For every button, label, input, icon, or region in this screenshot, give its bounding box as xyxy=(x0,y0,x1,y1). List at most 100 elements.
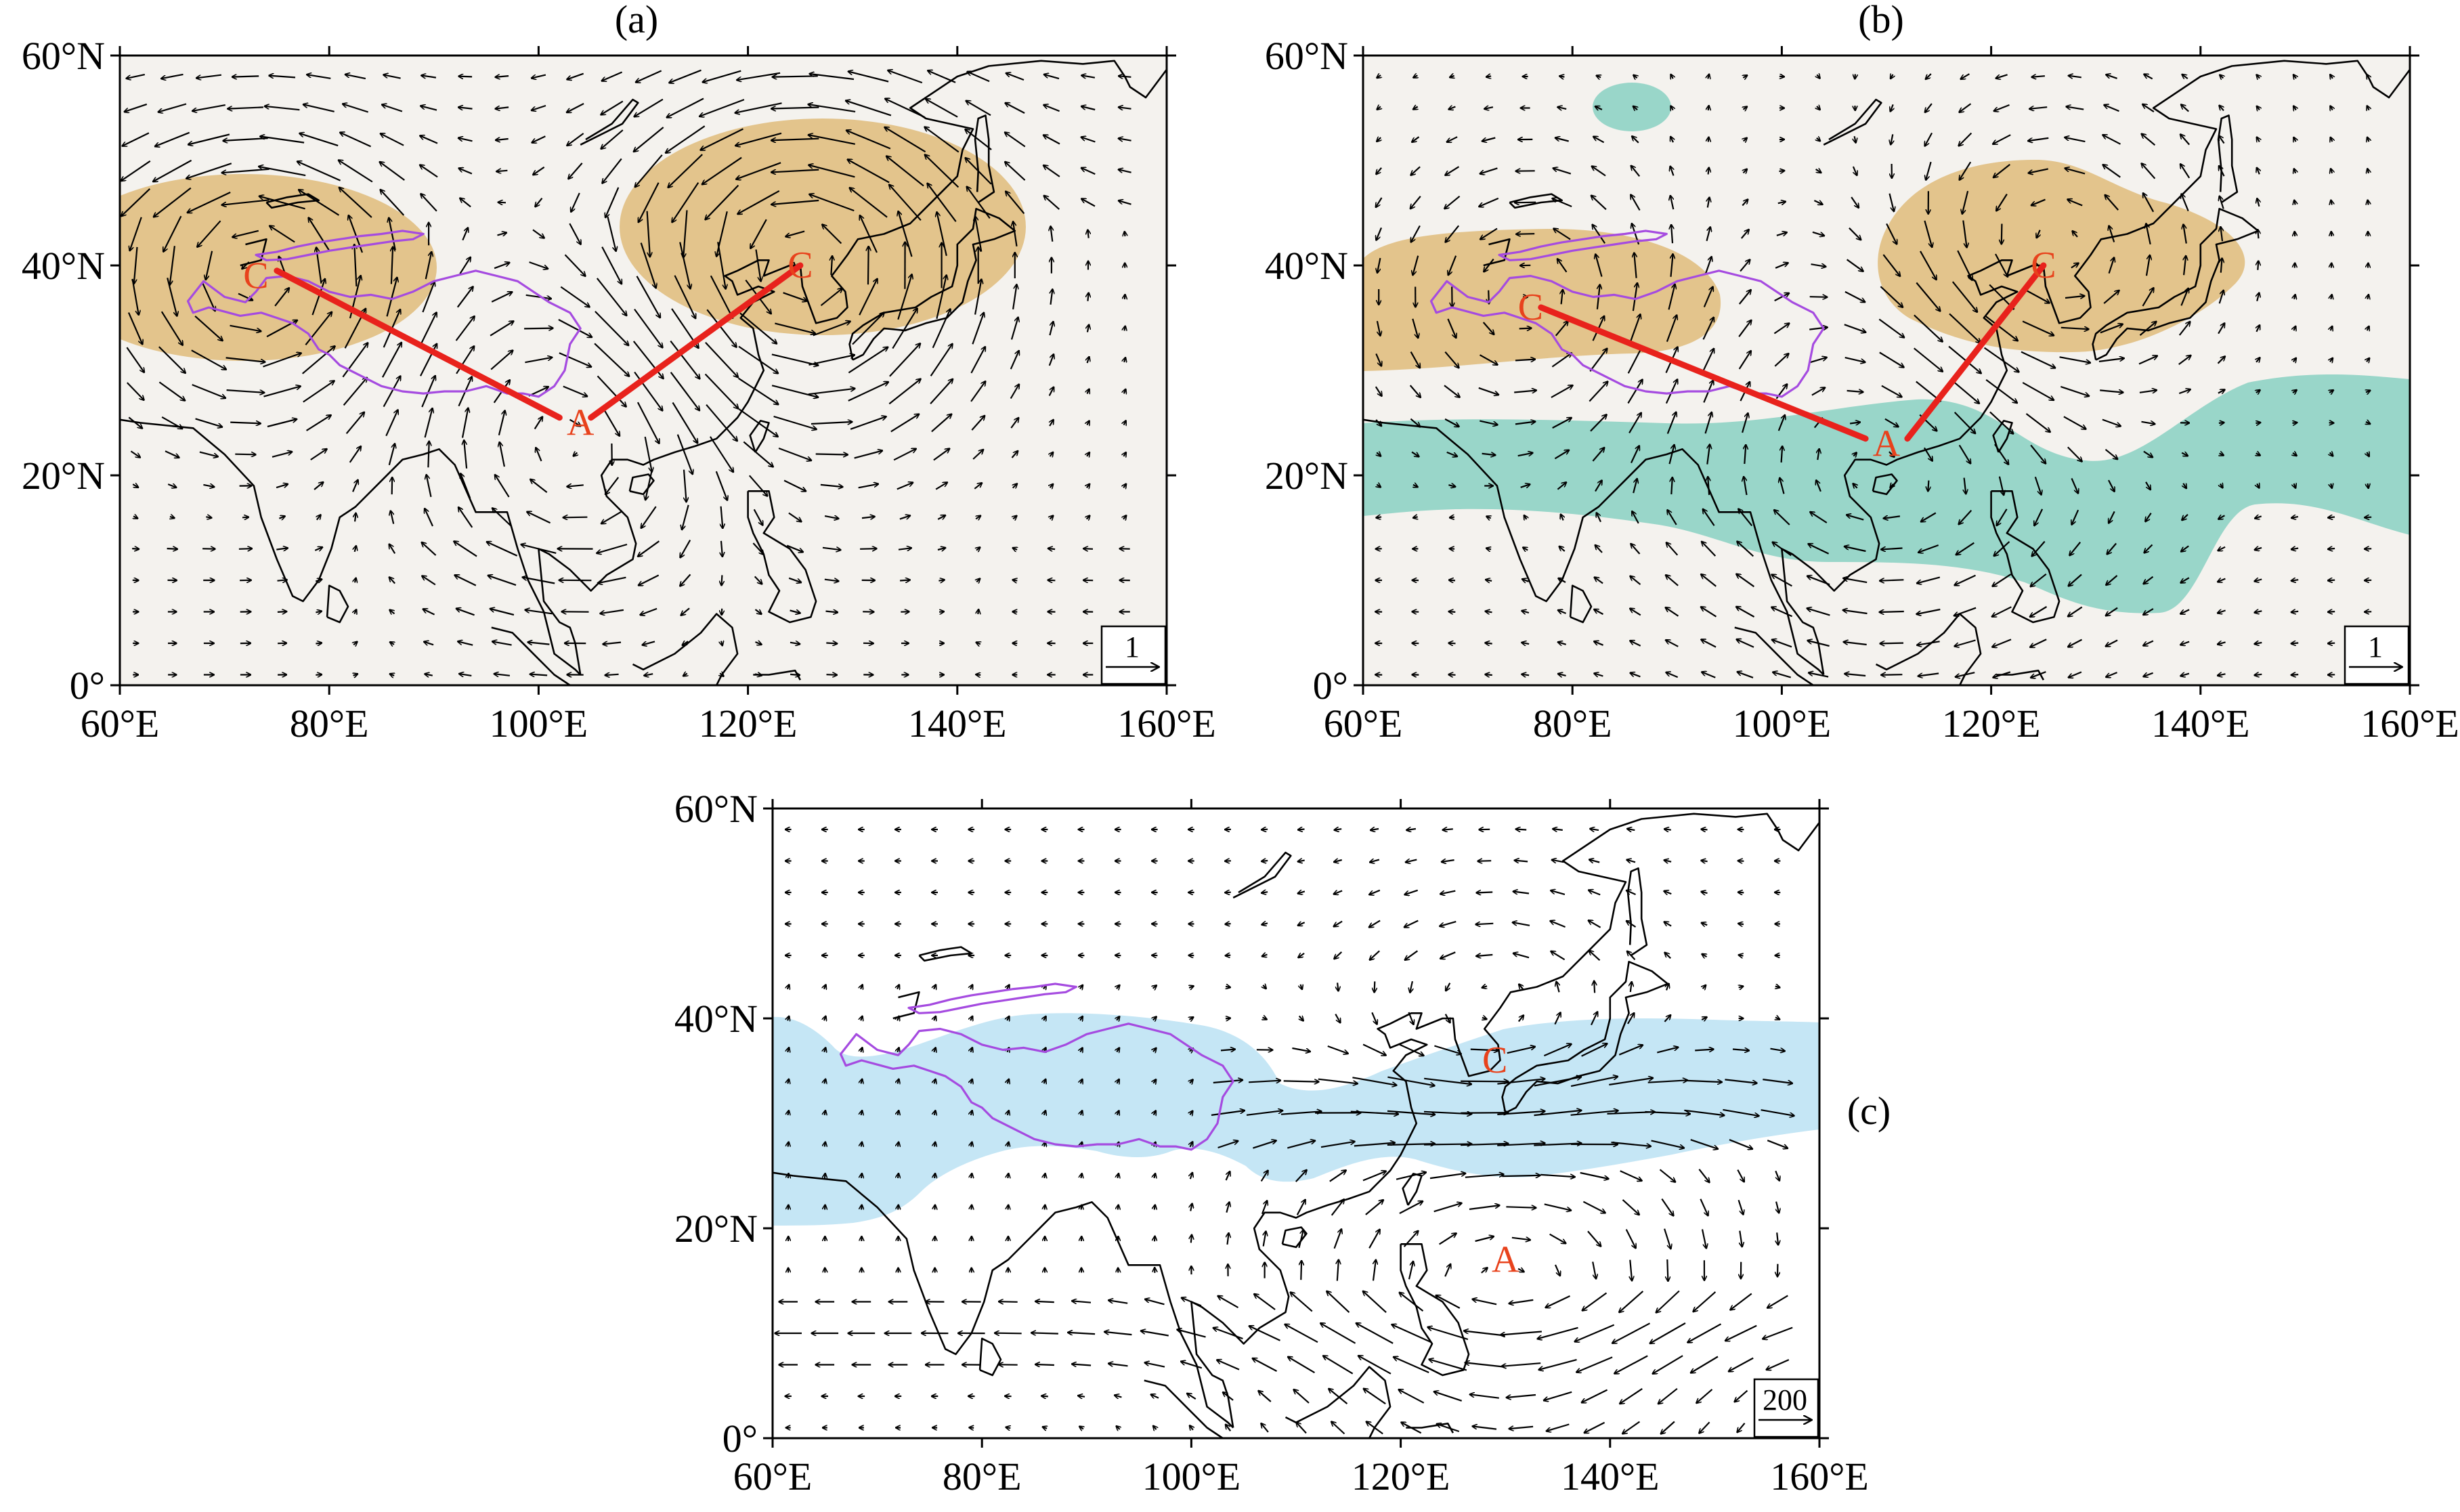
wind-vector xyxy=(154,187,192,217)
wind-vector xyxy=(456,609,475,616)
wind-vector xyxy=(932,309,951,349)
wind-vector xyxy=(1844,324,1866,332)
wind-vector xyxy=(276,548,288,549)
wind-vector xyxy=(2330,74,2333,79)
wind-vector xyxy=(339,188,372,218)
wind-vector xyxy=(1010,418,1018,429)
wind-vector xyxy=(1448,255,1457,276)
anticyclone-center-label: A xyxy=(1492,1239,1519,1281)
wind-vector xyxy=(238,548,252,549)
wind-vector xyxy=(1701,829,1708,830)
wind-vector xyxy=(1882,254,1900,276)
wind-vector xyxy=(459,674,472,676)
wind-vector xyxy=(1959,132,1972,146)
wind-vector xyxy=(2218,323,2224,334)
wind-vector xyxy=(634,98,664,117)
wind-vector xyxy=(127,74,146,79)
wind-vector xyxy=(459,257,471,274)
wind-vector xyxy=(1777,415,1785,431)
wind-vector xyxy=(560,286,589,307)
wind-vector xyxy=(750,219,767,249)
wind-vector xyxy=(822,548,841,550)
panel-a-cyclone-shading-east xyxy=(620,118,1026,335)
wind-vector xyxy=(1083,548,1094,549)
wind-vector xyxy=(425,509,434,527)
wind-vector xyxy=(1449,611,1456,612)
wind-vector xyxy=(2098,358,2124,362)
wind-vector xyxy=(601,246,622,284)
wind-vector xyxy=(1448,107,1456,110)
wind-vector xyxy=(2029,168,2049,173)
wind-vector xyxy=(532,74,546,79)
wind-vector xyxy=(2065,296,2085,298)
wind-vector xyxy=(525,294,551,299)
wind-vector xyxy=(930,379,953,404)
wind-vector xyxy=(1013,548,1018,550)
wind-vector xyxy=(1043,105,1060,112)
wind-vector xyxy=(1008,1205,1009,1210)
wind-vector xyxy=(704,373,739,409)
wind-vector xyxy=(1924,220,1932,247)
wind-vector xyxy=(1048,387,1054,396)
wind-vector xyxy=(1006,1427,1010,1428)
wind-vector xyxy=(340,133,372,148)
panel-c-reference-vector: 200 xyxy=(1753,1378,1819,1438)
wind-vector xyxy=(1448,643,1456,644)
wind-vector xyxy=(1844,290,1865,302)
wind-vector xyxy=(2294,295,2295,299)
wind-vector xyxy=(788,1110,789,1115)
wind-vector xyxy=(2180,164,2191,179)
wind-vector xyxy=(826,674,838,675)
wind-vector xyxy=(278,516,284,518)
lat-tick-label: 20°N xyxy=(22,454,105,498)
wind-vector xyxy=(970,347,985,374)
wind-vector xyxy=(232,230,259,237)
wind-vector xyxy=(790,611,800,613)
wind-vector xyxy=(2328,517,2335,518)
wind-vector xyxy=(639,574,660,586)
wind-vector xyxy=(1889,451,1895,457)
wind-vector xyxy=(272,452,292,458)
wind-vector xyxy=(1555,138,1569,142)
wind-vector xyxy=(2257,198,2259,207)
wind-vector xyxy=(2073,231,2078,238)
wind-vector xyxy=(1515,422,1535,425)
wind-vector xyxy=(775,322,815,334)
wind-vector xyxy=(1708,198,1710,208)
wind-vector xyxy=(1993,164,2010,177)
wind-vector xyxy=(924,127,959,153)
wind-vector xyxy=(2103,290,2119,304)
wind-vector xyxy=(269,226,295,243)
wind-vector xyxy=(455,575,477,586)
wind-vector xyxy=(1081,137,1096,143)
wind-vector xyxy=(884,127,926,153)
wind-vector xyxy=(1119,138,1131,140)
wind-vector xyxy=(1959,103,1972,112)
wind-vector xyxy=(420,312,437,345)
wind-vector xyxy=(825,611,838,613)
panel-b-cyclone-shading-east xyxy=(1878,159,2245,353)
wind-vector xyxy=(2138,356,2157,365)
wind-vector xyxy=(1551,353,1572,368)
wind-vector xyxy=(783,292,807,301)
wind-vector xyxy=(2291,611,2299,612)
wind-vector xyxy=(391,511,395,524)
wind-vector xyxy=(455,316,475,341)
wind-vector xyxy=(852,313,884,345)
wind-vector xyxy=(889,185,922,221)
wind-vector xyxy=(1993,134,2011,144)
wind-vector xyxy=(1035,1364,1054,1365)
wind-vector xyxy=(597,375,626,406)
wind-vector xyxy=(2218,290,2224,304)
wind-vector xyxy=(1119,169,1131,172)
wind-vector xyxy=(2331,263,2332,268)
wind-vector xyxy=(389,218,396,251)
lat-tick-label: 60°N xyxy=(1265,34,1348,78)
wind-vector xyxy=(228,107,263,108)
wind-vector xyxy=(607,216,616,251)
wind-vector xyxy=(1450,517,1454,518)
wind-vector xyxy=(1704,257,1712,275)
wind-vector xyxy=(2059,356,2090,362)
wind-vector xyxy=(1881,385,1902,397)
coastline-segment xyxy=(753,670,802,681)
